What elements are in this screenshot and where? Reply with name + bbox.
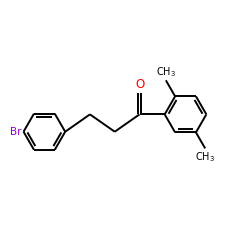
Text: CH$_3$: CH$_3$	[156, 65, 176, 79]
Text: Br: Br	[10, 127, 22, 137]
Text: O: O	[135, 78, 144, 91]
Text: CH$_3$: CH$_3$	[195, 150, 215, 164]
